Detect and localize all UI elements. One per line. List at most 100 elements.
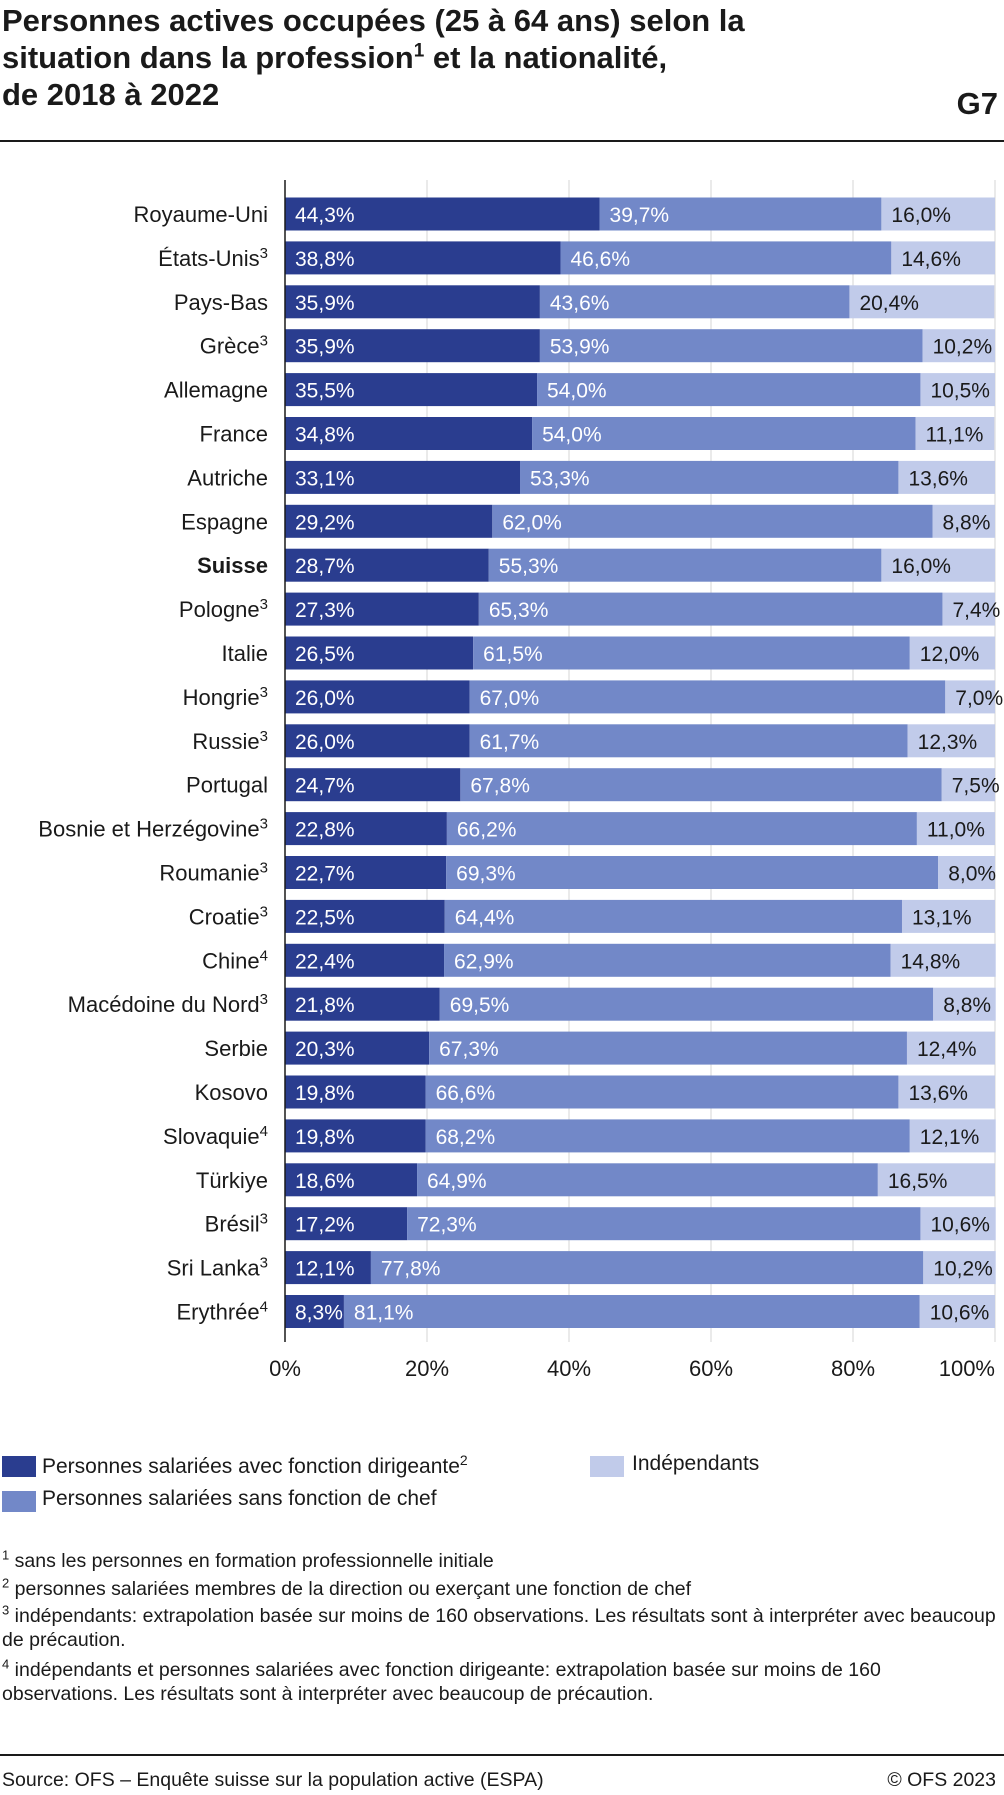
data-label: 7,0% (955, 687, 1003, 710)
data-label: 12,4% (917, 1038, 977, 1061)
bar-segment (285, 636, 474, 670)
category-label: Türkiye (196, 1168, 268, 1193)
data-label: 54,0% (547, 380, 607, 403)
category-label: Italie (222, 641, 268, 666)
title-line-3: de 2018 à 2022 (2, 77, 220, 112)
bar-segment (285, 812, 447, 846)
data-label: 10,6% (930, 1214, 990, 1237)
data-label: 13,1% (912, 906, 972, 929)
data-label: 27,3% (295, 599, 355, 622)
data-label: 14,8% (901, 950, 961, 973)
bar-segment (285, 856, 447, 889)
bar-segment (417, 1163, 878, 1197)
bar-segment (285, 1119, 426, 1153)
bar-segment (446, 812, 917, 846)
data-label: 22,4% (295, 950, 355, 973)
bar-segment (285, 899, 445, 933)
category-label: Croatie3 (189, 903, 268, 929)
bar-segment (932, 504, 995, 538)
top-rule (0, 140, 1004, 142)
legend-text-dirigeante: Personnes salariées avec fonction dirige… (42, 1455, 460, 1478)
data-label: 55,3% (499, 555, 559, 578)
data-label: 77,8% (381, 1258, 441, 1281)
bar-segment (469, 680, 946, 714)
data-label: 16,5% (888, 1170, 948, 1193)
copyright-text: © OFS 2023 (887, 1769, 996, 1791)
bar-segment (370, 1251, 924, 1285)
data-label: 8,3% (295, 1302, 343, 1325)
bar-segment (285, 1031, 430, 1065)
category-label: Russie3 (192, 728, 268, 754)
bar-segment (898, 460, 995, 494)
data-label: 46,6% (570, 248, 630, 271)
bar-segment (285, 943, 445, 977)
data-label: 12,1% (295, 1258, 355, 1281)
bar-segment (881, 197, 995, 231)
category-label: Portugal (186, 773, 268, 798)
category-label: Hongrie3 (183, 684, 268, 710)
data-label: 68,2% (436, 1126, 496, 1149)
data-label: 11,0% (927, 819, 985, 842)
data-label: 8,8% (943, 511, 991, 534)
data-label: 64,9% (427, 1170, 487, 1193)
tick-label: 40% (547, 1356, 591, 1381)
bar-segment (909, 636, 995, 670)
bar-segment (941, 768, 995, 802)
bar-segment (285, 460, 521, 494)
footnote-2: 2 personnes salariées membres de la dire… (2, 1577, 1002, 1601)
data-label: 17,2% (295, 1214, 355, 1237)
data-label: 13,6% (908, 467, 968, 490)
bar-segment (488, 548, 882, 582)
legend-swatch-sans-chef (2, 1491, 36, 1512)
data-label: 62,0% (502, 511, 562, 534)
data-label: 22,5% (295, 906, 355, 929)
bar-segment (425, 1119, 910, 1153)
tick-label: 0% (269, 1356, 301, 1381)
category-label: Autriche (187, 465, 268, 490)
bar-segment (285, 987, 440, 1021)
category-label: Pologne3 (179, 596, 268, 622)
bar-segment (469, 724, 908, 758)
category-label: Serbie (204, 1036, 268, 1061)
data-label: 38,8% (295, 248, 355, 271)
legend-label-independants: Indépendants (632, 1452, 760, 1475)
data-label: 61,7% (480, 731, 540, 754)
legend-sup-dirigeante: 2 (459, 1452, 468, 1468)
data-label: 66,2% (457, 819, 517, 842)
data-label: 66,6% (436, 1082, 496, 1105)
bar-segment (923, 1251, 996, 1285)
data-label: 12,0% (920, 643, 980, 666)
bar-segment (933, 987, 996, 1021)
bar-segment (444, 899, 902, 933)
bar-segment (439, 987, 934, 1021)
category-label: Suisse (197, 553, 268, 578)
bar-segment (285, 548, 489, 582)
category-label: Pays-Bas (174, 290, 268, 315)
bar-segment (915, 417, 995, 450)
bar-segment (285, 1295, 344, 1328)
data-label: 8,8% (943, 994, 991, 1017)
bar-segment (537, 373, 921, 407)
data-label: 22,7% (295, 863, 355, 886)
bar-segment (285, 417, 533, 450)
bar-segment (945, 680, 995, 714)
bar-segment (460, 768, 942, 802)
bar-segment (285, 680, 470, 714)
data-label: 8,0% (948, 863, 996, 886)
data-label: 53,9% (550, 336, 610, 359)
category-label: Espagne (181, 509, 268, 534)
tick-label: 100% (939, 1356, 995, 1381)
title-line-1: Personnes actives occupées (25 à 64 ans)… (2, 3, 745, 38)
bar-segment (922, 329, 995, 363)
title-line-2-end: et la nationalité, (424, 40, 668, 75)
category-label: Sri Lanka3 (167, 1255, 268, 1281)
data-label: 12,3% (918, 731, 978, 754)
data-label: 14,6% (901, 248, 961, 271)
category-label: France (200, 422, 268, 447)
bar-segment (285, 768, 461, 802)
data-label: 20,4% (859, 292, 919, 315)
footnote-4: 4 indépendants et personnes salariées av… (2, 1658, 1002, 1706)
data-label: 28,7% (295, 555, 355, 578)
bottom-rule (0, 1754, 1004, 1756)
legend-swatch-independants (590, 1456, 624, 1477)
